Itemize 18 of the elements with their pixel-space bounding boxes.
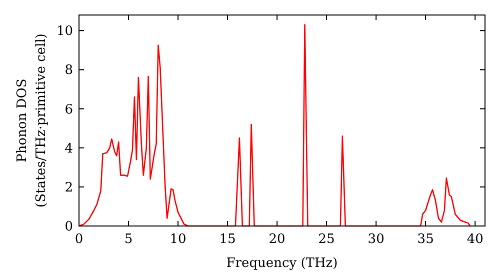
y-tick-label: 4 (64, 141, 73, 156)
line-series (78, 24, 471, 227)
y-tick-label: 2 (64, 180, 73, 196)
y-tick-label: 8 (64, 63, 73, 78)
x-tick-label: 25 (318, 232, 335, 247)
y-tick-label: 0 (64, 220, 73, 234)
x-tick-label: 30 (368, 232, 384, 247)
x-tick-label: 10 (170, 232, 186, 247)
x-tick-label: 0 (74, 232, 84, 247)
x-tick-label: 5 (124, 232, 133, 247)
y-tick-label: 6 (64, 102, 73, 118)
y-axis-title: Phonon DOS (States/THz·primitive cell) (15, 33, 49, 208)
x-tick-label: 40 (466, 232, 484, 247)
x-tick-label: 35 (417, 232, 434, 247)
y-tick-label: 10 (56, 24, 73, 40)
x-tick-label: 15 (219, 232, 236, 247)
x-axis-title: Frequency (THz) (226, 256, 338, 271)
x-tick-label: 20 (268, 232, 286, 247)
